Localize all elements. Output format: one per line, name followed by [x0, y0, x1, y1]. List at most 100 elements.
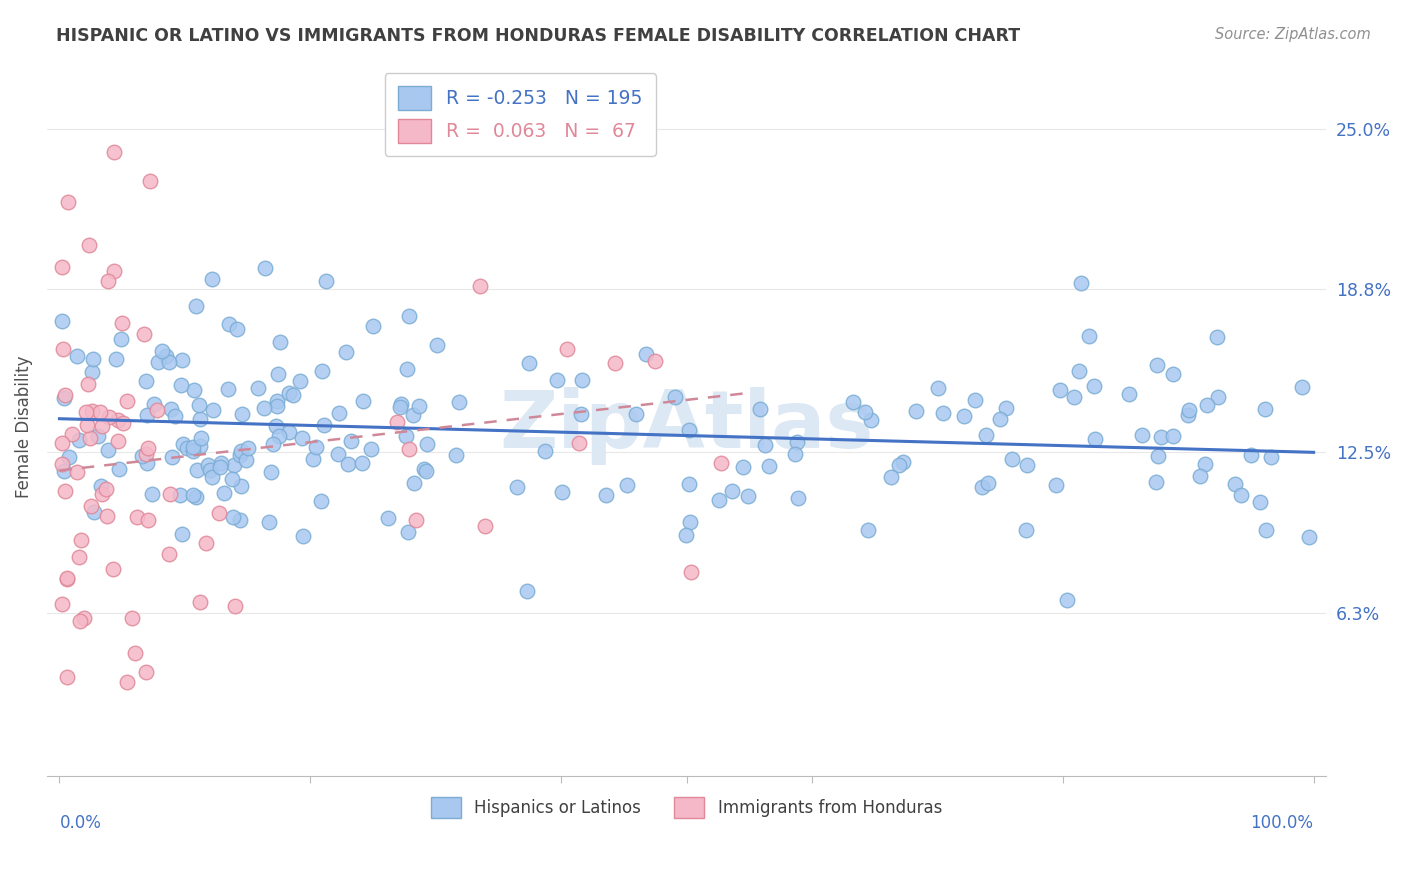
Point: [405, 513, 427, 527]
Point: [111, 316, 134, 330]
Point: [932, 406, 955, 420]
Point: [188, 595, 211, 609]
Text: HISPANIC OR LATINO VS IMMIGRANTS FROM HONDURAS FEMALE DISABILITY CORRELATION CHA: HISPANIC OR LATINO VS IMMIGRANTS FROM HO…: [56, 27, 1021, 45]
Point: [110, 332, 132, 346]
Point: [82, 351, 104, 366]
Point: [75, 405, 97, 419]
Point: [398, 309, 420, 323]
Point: [1083, 379, 1105, 393]
Point: [1240, 448, 1263, 462]
Point: [90, 479, 112, 493]
Point: [183, 383, 205, 397]
Point: [679, 515, 702, 529]
Point: [160, 450, 183, 464]
Point: [710, 456, 733, 470]
Point: [155, 349, 177, 363]
Point: [675, 528, 697, 542]
Point: [235, 453, 257, 467]
Y-axis label: Female Disability: Female Disability: [15, 355, 32, 498]
Point: [70, 533, 93, 547]
Point: [146, 402, 169, 417]
Text: ZipAtlas: ZipAtlas: [499, 387, 873, 466]
Point: [76, 418, 98, 433]
Point: [184, 299, 207, 313]
Point: [82, 404, 104, 418]
Point: [1150, 430, 1173, 444]
Point: [1146, 358, 1168, 372]
Point: [198, 463, 221, 477]
Point: [1144, 475, 1167, 489]
Point: [157, 547, 180, 561]
Point: [90, 419, 112, 434]
Point: [96, 508, 118, 523]
Point: [1260, 450, 1282, 464]
Point: [208, 506, 231, 520]
Point: [603, 356, 626, 370]
Point: [335, 344, 357, 359]
Point: [1194, 457, 1216, 471]
Point: [148, 354, 170, 368]
Point: [103, 264, 125, 278]
Point: [197, 458, 219, 473]
Point: [264, 419, 287, 434]
Point: [337, 457, 360, 471]
Point: [53, 464, 76, 478]
Point: [311, 364, 333, 378]
Point: [266, 394, 288, 409]
Point: [402, 475, 425, 490]
Point: [678, 476, 700, 491]
Point: [568, 436, 591, 450]
Point: [80, 499, 103, 513]
Point: [172, 527, 194, 541]
Text: 100.0%: 100.0%: [1250, 814, 1313, 832]
Point: [505, 480, 527, 494]
Point: [190, 431, 212, 445]
Point: [135, 665, 157, 679]
Point: [97, 442, 120, 457]
Point: [97, 409, 120, 424]
Point: [201, 272, 224, 286]
Point: [107, 434, 129, 448]
Point: [550, 485, 572, 500]
Point: [53, 391, 76, 405]
Point: [218, 317, 240, 331]
Point: [1254, 402, 1277, 417]
Point: [51, 260, 73, 274]
Point: [269, 429, 291, 443]
Point: [221, 473, 243, 487]
Point: [169, 488, 191, 502]
Point: [231, 407, 253, 421]
Point: [1256, 523, 1278, 537]
Point: [1178, 403, 1201, 417]
Point: [112, 416, 135, 430]
Point: [474, 519, 496, 533]
Point: [748, 402, 770, 417]
Point: [395, 361, 418, 376]
Point: [1229, 488, 1251, 502]
Point: [267, 368, 290, 382]
Point: [1205, 329, 1227, 343]
Point: [758, 458, 780, 473]
Point: [136, 513, 159, 527]
Point: [1078, 329, 1101, 343]
Point: [260, 465, 283, 479]
Point: [314, 418, 336, 433]
Point: [1001, 452, 1024, 467]
Point: [856, 523, 879, 537]
Point: [664, 390, 686, 404]
Point: [291, 431, 314, 445]
Point: [974, 428, 997, 442]
Point: [170, 378, 193, 392]
Point: [188, 411, 211, 425]
Point: [253, 401, 276, 415]
Point: [58, 450, 80, 464]
Point: [309, 493, 332, 508]
Point: [360, 442, 382, 456]
Point: [55, 388, 77, 402]
Point: [634, 347, 657, 361]
Point: [90, 487, 112, 501]
Point: [115, 394, 138, 409]
Point: [952, 409, 974, 424]
Point: [181, 444, 204, 458]
Point: [229, 513, 252, 527]
